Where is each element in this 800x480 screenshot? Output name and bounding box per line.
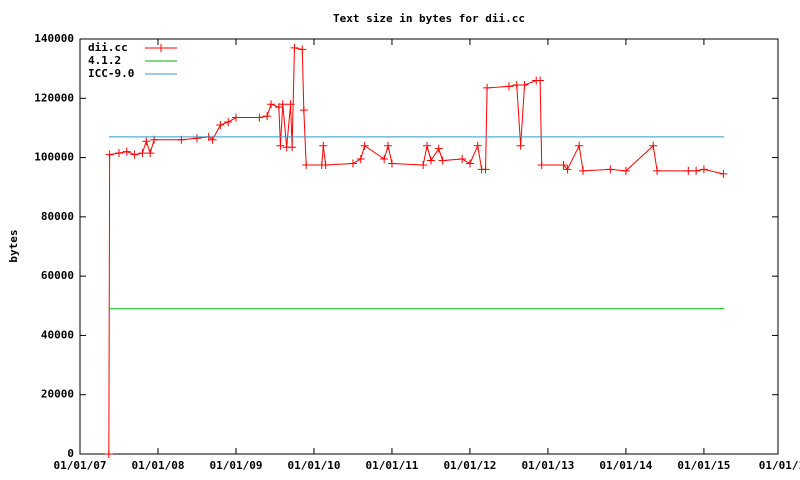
point-marker [267,100,276,109]
point-marker [231,113,240,122]
point-marker [138,149,147,158]
y-tick-label: 100000 [34,151,74,164]
point-marker [105,150,114,159]
point-marker [130,150,139,159]
point-marker [263,112,272,121]
y-tick-label: 120000 [34,91,74,104]
legend-label: dii.cc [88,41,128,54]
point-marker [276,141,285,150]
point-marker [278,100,287,109]
y-axis-label: bytes [7,229,20,262]
x-tick-label: 01/01/10 [287,459,340,472]
point-marker [649,141,658,150]
point-marker [299,106,308,115]
x-tick-label: 01/01/08 [131,459,184,472]
point-marker [192,134,201,143]
chart-title: Text size in bytes for dii.cc [333,12,525,25]
point-marker [575,141,584,150]
point-marker [286,100,295,109]
point-marker [512,80,521,89]
x-tick-label: 01/01/1 [759,459,800,472]
point-marker [606,165,615,174]
x-tick-label: 01/01/15 [677,459,730,472]
point-marker [483,83,492,92]
point-marker [465,159,474,168]
point-marker [419,160,428,169]
point-marker [384,141,393,150]
point-marker [458,155,467,164]
point-marker [481,165,490,174]
point-marker [684,166,693,175]
point-marker [104,450,113,458]
point-marker [321,160,330,169]
series-line [108,47,724,455]
point-marker [288,143,297,152]
point-marker [520,80,529,89]
point-marker [516,141,525,150]
point-marker [438,156,447,165]
point-marker [380,155,389,164]
point-marker [360,141,369,150]
point-marker [473,141,482,150]
y-tick-label: 60000 [41,269,74,282]
x-tick-label: 01/01/11 [365,459,418,472]
y-tick-label: 140000 [34,32,74,45]
x-tick-label: 01/01/09 [209,459,262,472]
legend-marker [157,44,165,52]
point-marker [719,169,728,178]
y-tick-label: 80000 [41,210,74,223]
point-marker [356,155,365,164]
legend-label: ICC-9.0 [88,67,134,80]
y-tick-label: 40000 [41,328,74,341]
point-marker [423,141,432,150]
y-tick-label: 0 [67,447,74,460]
point-marker [224,118,233,126]
x-tick-label: 01/01/13 [521,459,574,472]
point-marker [536,76,545,85]
legend-label: 4.1.2 [88,54,121,67]
point-marker [255,113,264,122]
point-marker [142,137,151,146]
x-tick-label: 01/01/07 [54,459,107,472]
point-marker [302,160,311,169]
point-marker [426,156,435,165]
x-tick-label: 01/01/12 [443,459,496,472]
point-marker [653,166,662,175]
point-marker [146,149,155,158]
point-marker [298,45,307,54]
point-marker [114,149,123,158]
point-marker [319,141,328,150]
point-marker [537,160,546,169]
point-marker [504,82,513,91]
point-marker [621,166,630,175]
point-marker [559,160,568,169]
point-marker [563,165,572,174]
plot-frame [79,38,779,455]
point-marker [348,159,357,168]
point-marker [216,120,225,129]
y-tick-label: 20000 [41,388,74,401]
point-marker [692,166,701,175]
point-marker [434,144,443,153]
x-tick-label: 01/01/14 [599,459,652,472]
point-marker [387,159,396,168]
point-marker [579,166,588,175]
point-marker [122,147,131,156]
point-marker [699,165,708,174]
point-marker [290,43,299,52]
